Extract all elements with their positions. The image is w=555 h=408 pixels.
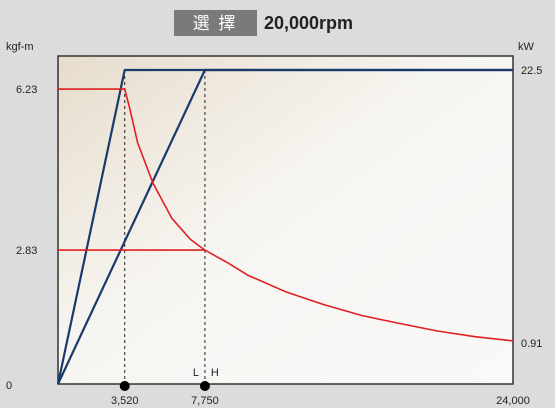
x-tick-label-0: 3,520 bbox=[111, 395, 139, 407]
selection-badge-label: 選 擇 bbox=[193, 14, 238, 33]
left-axis-unit-label: kgf-m bbox=[6, 41, 34, 53]
y-left-tick-label-2: 6.23 bbox=[16, 84, 37, 96]
y-left-tick-label-0: 0 bbox=[6, 380, 12, 392]
right-axis-unit-label: kW bbox=[518, 41, 535, 53]
y-left-tick-label-1: 2.83 bbox=[16, 245, 37, 257]
tick-labels: 3,520 7,750 24,000 0 2.83 6.23 22.5 0.91 bbox=[6, 65, 542, 407]
selection-badge bbox=[174, 10, 257, 36]
speed-marker-dot-0 bbox=[119, 381, 130, 391]
marker-left-text: L bbox=[193, 367, 199, 379]
x-tick-label-1: 7,750 bbox=[191, 395, 219, 407]
marker-right-text: H bbox=[211, 367, 219, 379]
speed-label: 20,000rpm bbox=[264, 13, 353, 33]
power-curve-1 bbox=[57, 68, 513, 385]
series-layer bbox=[56, 68, 514, 385]
plot-area bbox=[57, 55, 514, 385]
x-tick-label-2: 24,000 bbox=[496, 395, 530, 407]
speed-marker-dot-1 bbox=[199, 381, 210, 391]
guide-lines bbox=[124, 70, 206, 384]
torque-end-value-label: 0.91 bbox=[521, 338, 542, 350]
y-right-tick-label-0: 22.5 bbox=[521, 65, 542, 77]
torque-curve-2 bbox=[58, 88, 514, 342]
